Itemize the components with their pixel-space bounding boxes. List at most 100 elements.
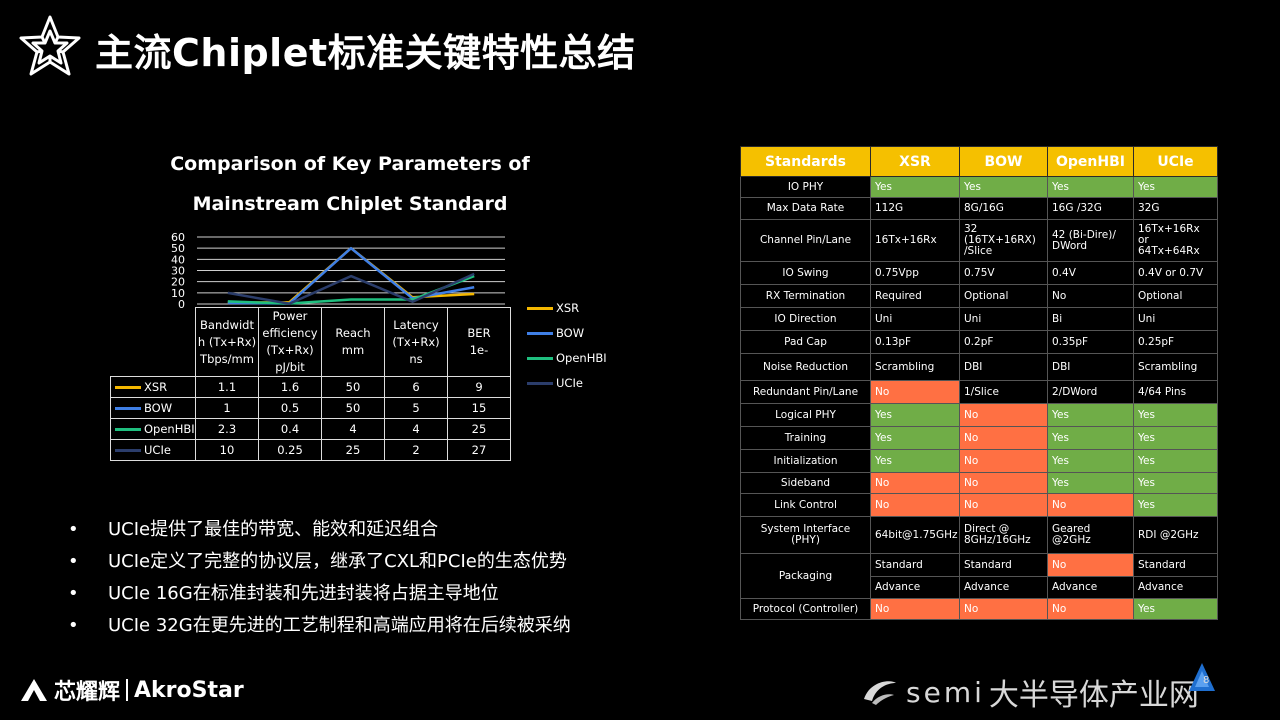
legend-label: XSR: [556, 301, 580, 315]
chart-legend: XSR BOW OpenHBI UCIe: [527, 300, 607, 400]
row-label: IO PHY: [740, 176, 871, 198]
bullet-item: UCIe 16G在标准封装和先进封装将占据主导地位: [68, 578, 571, 610]
standard-column-header: XSR: [870, 146, 960, 177]
brand-divider: [126, 679, 129, 701]
table-cell: Yes: [1133, 449, 1218, 473]
table-cell: No: [959, 403, 1048, 427]
category-label: Power efficiency (Tx+Rx) pJ/bit: [258, 307, 322, 377]
chart-title-line: Comparison of Key Parameters of: [170, 153, 530, 175]
table-cell: 8G/16G: [959, 197, 1048, 220]
star-logo-icon: [19, 15, 81, 76]
category-label-line: (Tx+Rx): [266, 343, 314, 357]
table-cell: 25: [321, 439, 385, 461]
table-cell: 0.5: [258, 397, 322, 419]
row-label: Pad Cap: [740, 330, 871, 354]
category-label: Reach mm: [321, 307, 385, 377]
page-corner-icon: [1189, 663, 1215, 691]
category-label-line: mm: [341, 343, 365, 357]
legend-label: OpenHBI: [556, 351, 607, 365]
y-tick-label: 10: [171, 287, 185, 300]
category-label-line: Power: [272, 309, 308, 323]
row-label: Initialization: [740, 449, 871, 473]
category-label: Latency (Tx+Rx) ns: [384, 307, 448, 377]
table-cell: No: [959, 493, 1048, 517]
row-label: IO Swing: [740, 261, 871, 285]
table-cell: 1/Slice: [959, 380, 1048, 404]
table-cell: No: [870, 472, 960, 494]
table-cell: Advance: [1133, 576, 1218, 599]
table-cell: 32G: [1133, 197, 1218, 220]
watermark-cn: 大半导体产业网: [988, 678, 1199, 713]
comparison-row: Sideband No No Yes Yes: [740, 472, 1218, 494]
legend-swatch-icon: [527, 307, 553, 310]
series-row-label: BOW: [110, 397, 196, 419]
table-cell: Yes: [1047, 403, 1134, 427]
series-swatch-icon: [115, 386, 141, 389]
category-label-line: 1e-: [469, 343, 489, 357]
comparison-table: Standards XSR BOW OpenHBI UCIe IO PHY Yes Yes Y…: [740, 146, 1218, 620]
table-cell: 4/64 Pins: [1133, 380, 1218, 404]
table-cell: No: [870, 493, 960, 517]
table-cell: 25: [447, 418, 511, 440]
chart-title: Comparison of Key Parameters of Mainstre…: [150, 144, 550, 224]
table-cell: 0.75Vpp: [870, 261, 960, 285]
table-cell: 0.2pF: [959, 330, 1048, 354]
table-cell: Yes: [1133, 472, 1218, 494]
table-cell: DBI: [1047, 353, 1134, 381]
legend-item: OpenHBI: [527, 350, 607, 375]
comparison-row: Redundant Pin/Lane No 1/Slice 2/DWord 4/64 P…: [740, 380, 1218, 404]
legend-swatch-icon: [527, 382, 553, 385]
page-number: 8: [1203, 675, 1210, 686]
table-cell: 2.3: [195, 418, 259, 440]
table-cell: No: [1047, 598, 1134, 620]
table-cell: 6: [384, 376, 448, 398]
table-cell: 27: [447, 439, 511, 461]
row-label: Sideband: [740, 472, 871, 494]
chart-table-row: XSR 1.1 1.6 50 6 9: [110, 376, 511, 398]
series-swatch-icon: [115, 428, 141, 431]
comparison-row: IO PHY Yes Yes Yes Yes: [740, 176, 1218, 198]
table-cell: 10: [195, 439, 259, 461]
table-cell: Yes: [1047, 472, 1134, 494]
row-label: Max Data Rate: [740, 197, 871, 220]
y-tick-label: 20: [171, 276, 185, 289]
table-cell: 0.25pF: [1133, 330, 1218, 354]
table-cell: Uni: [959, 307, 1048, 331]
table-cell: Advance: [959, 576, 1048, 599]
legend-label: BOW: [556, 326, 585, 340]
category-label-line: Tbps/mm: [200, 351, 254, 366]
y-tick-label: 30: [171, 265, 185, 278]
row-label: Logical PHY: [740, 403, 871, 427]
row-label: Link Control: [740, 493, 871, 517]
chart-table-row: BOW 1 0.5 50 5 15: [110, 397, 511, 419]
table-cell: Geared @2GHz: [1047, 516, 1134, 554]
table-cell: Yes: [870, 426, 960, 450]
comparison-row: Noise Reduction Scrambling DBI DBI Scramblin…: [740, 353, 1218, 381]
comparison-row: IO Direction Uni Uni Bi Uni: [740, 307, 1218, 331]
table-cell: No: [1047, 553, 1134, 577]
category-label: Bandwidt h (Tx+Rx) Tbps/mm: [195, 307, 259, 377]
series-swatch-icon: [115, 449, 141, 452]
table-cell: 1.1: [195, 376, 259, 398]
table-cell: 16G /32G: [1047, 197, 1134, 220]
table-cell: Advance: [1047, 576, 1134, 599]
series-swatch-icon: [115, 407, 141, 410]
semi-swoosh-icon: [864, 681, 896, 705]
table-cell: No: [959, 598, 1048, 620]
table-cell: 16Tx+16Rx: [870, 219, 960, 262]
watermark: semi 大半导体产业网: [860, 672, 1199, 713]
series-name: XSR: [144, 380, 168, 394]
table-cell: Optional: [959, 284, 1048, 308]
table-cell: Standard: [870, 553, 960, 577]
table-cell: 0.4V or 0.7V: [1133, 261, 1218, 285]
chart-table-header-row: Bandwidt h (Tx+Rx) Tbps/mm Power efficie…: [111, 307, 511, 377]
legend-label: UCIe: [556, 376, 583, 390]
table-cell: Bi: [1047, 307, 1134, 331]
table-cell: 112G: [870, 197, 960, 220]
table-cell: RDI @2GHz: [1133, 516, 1218, 554]
series-row-label: UCIe: [110, 439, 196, 461]
comparison-row: Protocol (Controller) No No No Yes: [740, 598, 1218, 620]
legend-item: XSR: [527, 300, 607, 325]
akrostar-mountain-icon: [21, 679, 47, 701]
brand-name-en: AkroStar: [134, 677, 244, 703]
